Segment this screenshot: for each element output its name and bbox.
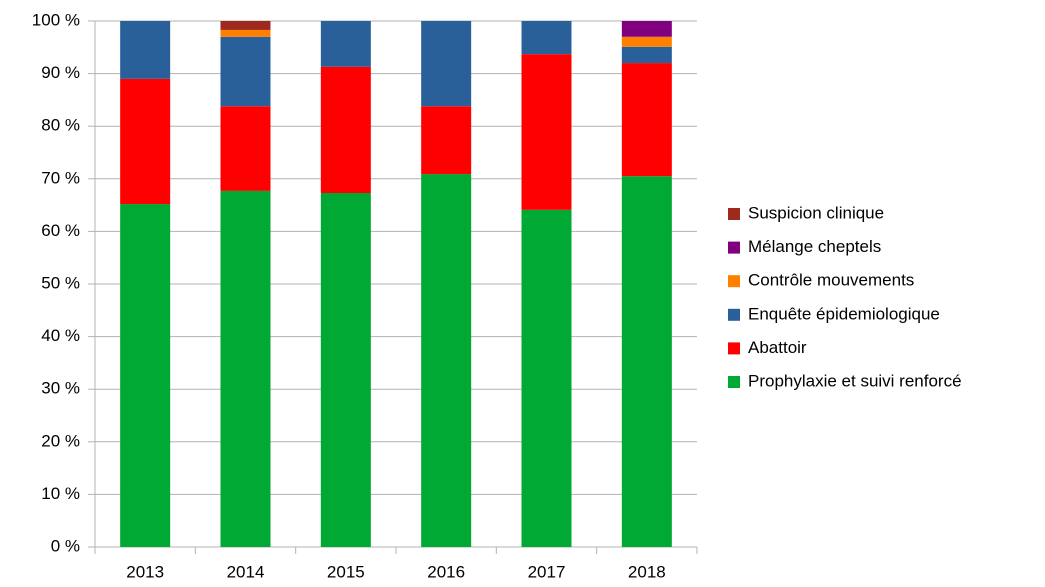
y-tick-label: 50 % bbox=[41, 273, 80, 292]
bar-segment bbox=[120, 21, 171, 79]
bar-segment bbox=[220, 190, 271, 547]
bar-segment bbox=[621, 21, 672, 37]
bar-segment bbox=[521, 21, 572, 55]
y-tick-label: 100 % bbox=[32, 10, 80, 29]
bar-segment bbox=[220, 106, 271, 191]
bar-segment bbox=[421, 174, 472, 548]
bar-segment bbox=[621, 36, 672, 47]
bar-segment bbox=[621, 63, 672, 177]
bar-segment bbox=[220, 36, 271, 107]
x-tick-label: 2015 bbox=[327, 562, 365, 581]
legend-label: Prophylaxie et suivi renforcé bbox=[748, 371, 962, 390]
bar-segment bbox=[521, 54, 572, 210]
x-tick-label: 2017 bbox=[528, 562, 566, 581]
bar-segment bbox=[320, 21, 371, 67]
legend-swatch bbox=[728, 342, 740, 355]
bar-segment bbox=[120, 78, 171, 205]
legend-label: Suspicion clinique bbox=[748, 203, 884, 222]
legend-swatch bbox=[728, 275, 740, 288]
bar-segment bbox=[320, 66, 371, 194]
y-tick-label: 20 % bbox=[41, 431, 80, 450]
legend-label: Mélange cheptels bbox=[748, 237, 881, 256]
bar-segment bbox=[421, 21, 472, 107]
y-tick-label: 80 % bbox=[41, 116, 80, 135]
bar-segment bbox=[621, 46, 672, 64]
y-tick-label: 30 % bbox=[41, 379, 80, 398]
y-tick-label: 40 % bbox=[41, 326, 80, 345]
bar-segment bbox=[521, 209, 572, 548]
bar-segment bbox=[220, 21, 271, 30]
legend-label: Contrôle mouvements bbox=[748, 271, 914, 290]
y-tick-label: 60 % bbox=[41, 221, 80, 240]
bar-segment bbox=[621, 176, 672, 548]
bar-segment bbox=[220, 29, 271, 37]
bar-segment bbox=[421, 106, 472, 175]
x-tick-label: 2016 bbox=[427, 562, 465, 581]
y-tick-label: 70 % bbox=[41, 168, 80, 187]
legend-label: Abattoir bbox=[748, 338, 807, 357]
x-tick-label: 2014 bbox=[227, 562, 265, 581]
legend-swatch bbox=[728, 208, 740, 220]
x-tick-label: 2013 bbox=[126, 562, 164, 581]
y-tick-label: 0 % bbox=[51, 536, 80, 555]
y-tick-label: 10 % bbox=[41, 484, 80, 503]
legend-swatch bbox=[728, 308, 740, 321]
y-tick-label: 90 % bbox=[41, 63, 80, 82]
x-tick-label: 2018 bbox=[628, 562, 666, 581]
legend-swatch bbox=[728, 376, 740, 388]
legend-label: Enquête épidemiologique bbox=[748, 304, 940, 323]
legend-swatch bbox=[728, 241, 740, 254]
bar-segment bbox=[320, 193, 371, 547]
bar-segment bbox=[120, 204, 171, 547]
